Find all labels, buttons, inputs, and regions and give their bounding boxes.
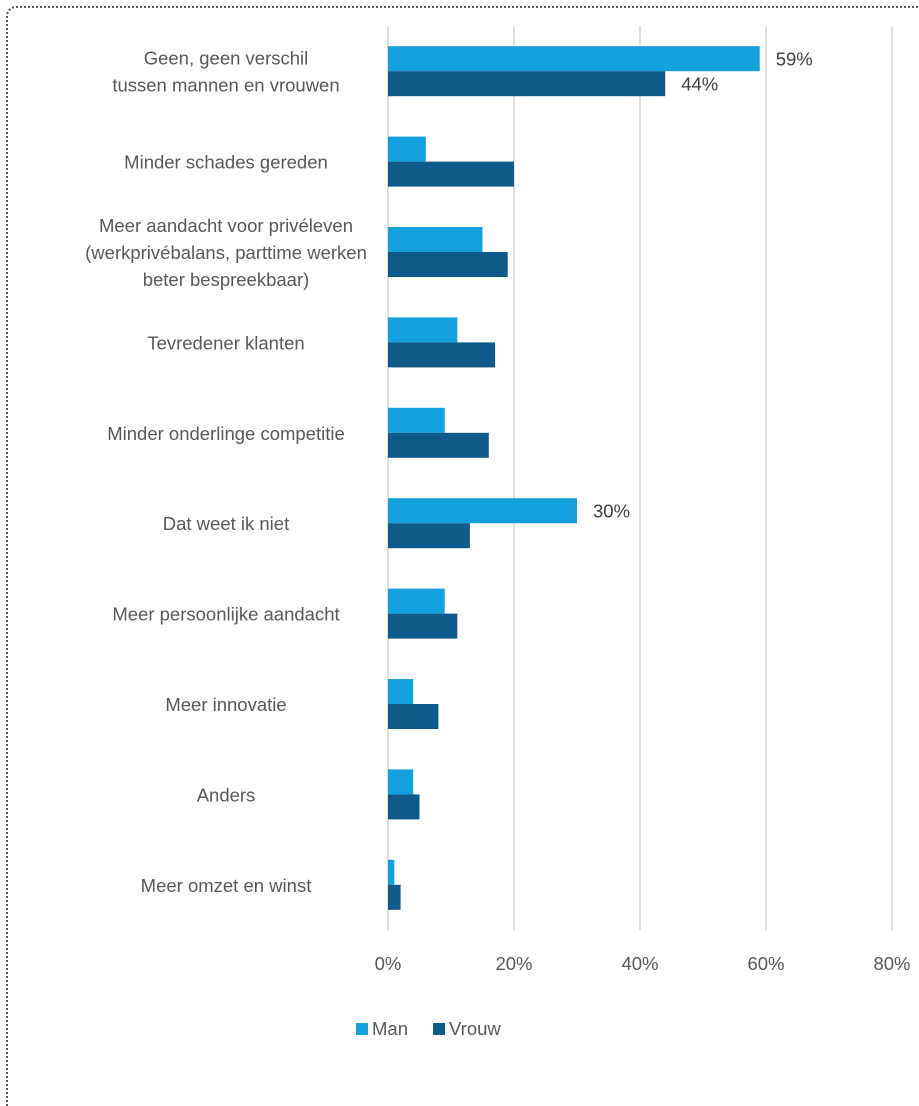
x-tick-label: 20% bbox=[495, 953, 532, 974]
bar-man bbox=[388, 588, 445, 614]
legend: Man Vrouw bbox=[356, 1018, 501, 1039]
category-label: Meer aandacht voor privéleven (werkprivéb… bbox=[85, 215, 367, 290]
bar-vrouw bbox=[388, 704, 439, 729]
chart-frame-border bbox=[6, 6, 919, 1106]
category-label: Minder schades gereden bbox=[124, 152, 328, 173]
legend-label-man: Man bbox=[372, 1018, 408, 1039]
x-tick-label: 60% bbox=[747, 953, 784, 974]
category-label: Tevredener klanten bbox=[147, 332, 304, 353]
data-label: 44% bbox=[681, 74, 718, 95]
legend-swatch-man bbox=[356, 1023, 368, 1035]
category-label: Minder onderlinge competitie bbox=[107, 423, 345, 444]
bar-vrouw bbox=[388, 342, 496, 368]
x-tick-label: 40% bbox=[621, 953, 658, 974]
category-label: Meer persoonlijke aandacht bbox=[112, 604, 339, 625]
legend-swatch-vrouw bbox=[433, 1023, 445, 1035]
data-labels: 59% 44% 30% bbox=[593, 49, 813, 522]
category-label: Meer innovatie bbox=[165, 694, 286, 715]
bar-man bbox=[388, 407, 445, 433]
category-label: Dat weet ik niet bbox=[163, 513, 289, 534]
bar-man bbox=[388, 136, 426, 162]
bar-vrouw bbox=[388, 161, 514, 187]
category-label: Geen, geen verschil tussen mannen en vrou… bbox=[112, 48, 339, 96]
bar-vrouw bbox=[388, 884, 401, 910]
bar-vrouw bbox=[388, 794, 420, 820]
category-label: Anders bbox=[197, 784, 256, 805]
bar-man bbox=[388, 859, 395, 885]
bar-vrouw bbox=[388, 523, 470, 549]
bar-vrouw bbox=[388, 613, 458, 639]
bar-man bbox=[388, 498, 577, 524]
x-axis-tick-labels: 0% 20% 40% 60% 80% bbox=[375, 953, 911, 974]
grid-lines bbox=[387, 26, 893, 930]
bar-man bbox=[388, 317, 458, 343]
bar-man bbox=[388, 46, 760, 72]
x-tick-label: 0% bbox=[375, 953, 402, 974]
category-labels: Geen, geen verschil tussen mannen en vrou… bbox=[85, 48, 367, 896]
legend-label-vrouw: Vrouw bbox=[449, 1018, 501, 1039]
x-tick-label: 80% bbox=[873, 953, 910, 974]
bar-man bbox=[388, 227, 483, 252]
bar-vrouw bbox=[388, 252, 508, 277]
bar-man bbox=[388, 769, 414, 795]
bar-vrouw bbox=[388, 71, 666, 97]
bars bbox=[388, 46, 760, 910]
category-label: Meer omzet en winst bbox=[141, 875, 312, 896]
data-label: 30% bbox=[593, 501, 630, 522]
bar-man bbox=[388, 679, 414, 704]
bar-vrouw bbox=[388, 432, 489, 458]
data-label: 59% bbox=[776, 49, 813, 70]
